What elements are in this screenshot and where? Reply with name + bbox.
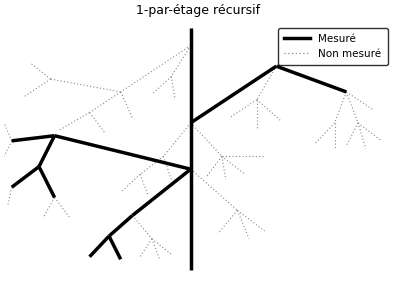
Legend: Mesuré, Non mesuré: Mesuré, Non mesuré: [278, 28, 388, 65]
Title: 1-par-étage récursif: 1-par-étage récursif: [137, 4, 260, 17]
